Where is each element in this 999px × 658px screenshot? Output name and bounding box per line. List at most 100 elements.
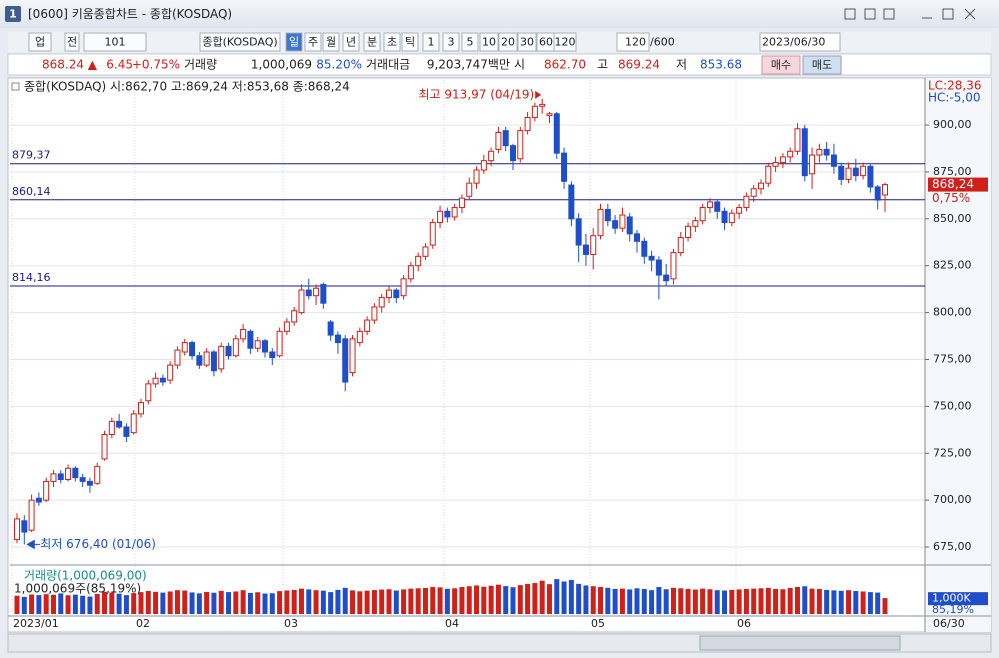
candle-body (874, 186, 881, 201)
toolbar-button[interactable] (498, 32, 518, 52)
toolbar-button[interactable] (517, 32, 537, 52)
toolbar-button[interactable] (83, 32, 147, 52)
sell-button[interactable] (802, 55, 842, 75)
volume-bar (685, 588, 691, 614)
volume-bar (525, 583, 531, 614)
volume-last: 1,000K (932, 592, 971, 605)
candle-body (181, 342, 188, 353)
volume-bar (619, 588, 625, 614)
volume-bar (561, 581, 567, 614)
toolbar-button[interactable] (304, 32, 322, 52)
volume-bar (860, 591, 866, 614)
volume-bar (875, 592, 881, 614)
volume-bar (262, 593, 268, 614)
candle-body (794, 128, 801, 152)
volume-bar (743, 588, 749, 614)
volume-bar (182, 590, 188, 614)
control[interactable] (844, 8, 856, 20)
candle-body (393, 289, 400, 299)
scroll-thumb[interactable] (699, 635, 901, 651)
toolbar-button[interactable] (28, 32, 52, 52)
volume-bar (787, 587, 793, 614)
toolbar-button[interactable] (199, 32, 281, 52)
volume-bar (780, 589, 786, 614)
toolbar-button[interactable] (383, 32, 401, 52)
date-input[interactable] (759, 32, 841, 52)
candle-body (14, 518, 20, 541)
toolbar-label: 종합(KOSDAQ) (202, 36, 277, 49)
candle-body (473, 169, 480, 184)
y-tick-label: 775,00 (933, 352, 972, 365)
volume-bar (495, 584, 501, 614)
toolbar-button[interactable] (322, 32, 340, 52)
control[interactable] (883, 8, 895, 20)
quote-item: 6.45 (106, 58, 133, 72)
volume-bar (802, 586, 808, 614)
volume-bar (80, 595, 86, 614)
window-icon (5, 6, 21, 22)
candle-body (860, 165, 867, 177)
toolbar-button[interactable] (401, 32, 419, 52)
hc: HC:-5,00 (928, 91, 981, 105)
candle-body (539, 103, 546, 107)
volume-bar (313, 590, 319, 614)
candle-body (21, 520, 28, 533)
volume-bar (233, 591, 239, 614)
toolbar-button[interactable] (64, 32, 80, 52)
toolbar-label: 10 (482, 36, 496, 49)
date: 2023/06/30 (762, 36, 825, 49)
close[interactable] (964, 8, 976, 20)
quote-item: 고 (597, 58, 608, 72)
volume-bar (656, 587, 662, 614)
count-input[interactable] (616, 32, 650, 52)
candle-body (561, 152, 568, 182)
buy-button[interactable] (761, 55, 801, 75)
toolbar-button[interactable] (442, 32, 460, 52)
volume-bar (371, 590, 377, 614)
toolbar-label: 20 (501, 36, 515, 49)
volume-bar (102, 591, 108, 614)
volume-bar (590, 586, 596, 614)
volume-bar (306, 589, 312, 614)
volume-bar (488, 585, 494, 614)
toolbar-button[interactable] (363, 32, 381, 52)
toolbar-label: 5 (467, 36, 474, 49)
candle-body (779, 156, 786, 164)
candle-body (517, 130, 524, 160)
candle-body (232, 338, 239, 357)
last-rate: 0,75% (932, 191, 970, 205)
quote-item: 저 (676, 58, 687, 72)
candle-body (772, 162, 779, 167)
toolbar-button[interactable] (461, 32, 479, 52)
volume-bar (474, 585, 480, 614)
toolbar-button[interactable] (422, 32, 440, 52)
maximize[interactable] (942, 8, 954, 20)
toolbar-button[interactable] (479, 32, 499, 52)
candle-body (765, 165, 772, 184)
total: /600 (650, 36, 675, 49)
volume-bar (437, 587, 443, 614)
volume-bar (598, 587, 604, 614)
quote-item: +0.75% (132, 58, 180, 72)
candle-body (196, 355, 203, 366)
toolbar-button[interactable] (342, 32, 360, 52)
toolbar-label: 전 (67, 36, 77, 49)
y-tick-label: 850,00 (933, 212, 972, 225)
volume-bar (72, 594, 78, 614)
candle-body (65, 467, 72, 481)
control[interactable] (864, 8, 876, 20)
volume-bar (794, 587, 800, 614)
candle-body (50, 473, 57, 482)
x-tick-label: 2023/01 (13, 617, 59, 630)
volume-bar (517, 585, 523, 614)
candle-body (159, 377, 166, 383)
quote-item: 1,000,069 (251, 58, 312, 72)
candle-body (218, 345, 225, 370)
volume-bar (298, 588, 304, 614)
volume-bar (379, 589, 385, 614)
y-tick-label: 825,00 (933, 259, 972, 272)
volume-bar (634, 588, 640, 614)
volume-bar (539, 580, 545, 614)
toolbar-button[interactable] (553, 32, 577, 52)
toolbar-button[interactable] (285, 32, 303, 52)
